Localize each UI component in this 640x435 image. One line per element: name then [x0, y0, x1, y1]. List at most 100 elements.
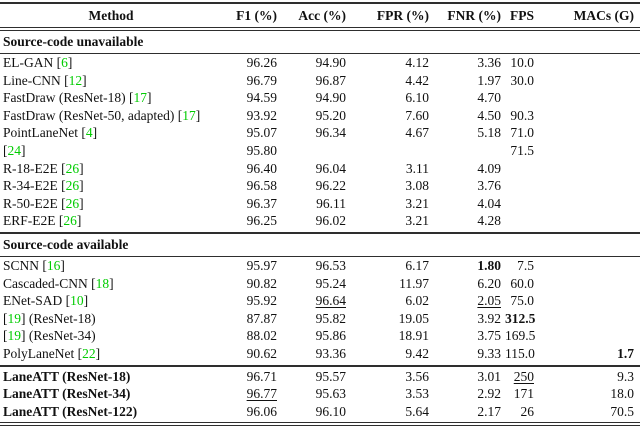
fpr-value-cell: 4.42	[405, 72, 429, 88]
method-cell: R-34-E2E [26]	[3, 178, 84, 194]
fps-value-cell: 26	[520, 403, 535, 419]
fpr-value-cell: 11.97	[399, 275, 429, 291]
fps-value-cell: 250	[513, 368, 534, 384]
fps-value-cell: 10.0	[510, 55, 534, 70]
citation-link[interactable]: 4	[85, 125, 93, 141]
citation-link[interactable]: 17	[182, 107, 196, 123]
citation-link[interactable]: 19	[7, 310, 22, 326]
acc-value-cell: 95.63	[315, 386, 346, 402]
method-cell: ERF-E2E [26]	[3, 213, 82, 229]
method-cell: FastDraw (ResNet-50, adapted) [17]	[3, 107, 201, 123]
citation-link[interactable]: 26	[63, 213, 77, 229]
acc-value-cell: 96.34	[315, 125, 346, 141]
table-row: EL-GAN [6] 96.26 94.90 4.12 3.36 10.0	[0, 54, 640, 72]
fnr-value-cell: 9.33	[477, 345, 501, 361]
f1-value-cell: 96.25	[246, 213, 277, 229]
table-row: LaneATT (ResNet-34) 96.77 95.63 3.53 2.92 171…	[0, 385, 640, 403]
acc-value-cell: 95.82	[315, 310, 346, 326]
table-row: [19] (ResNet-18) 87.87 95.82 19.05 3.92 312.5	[0, 310, 640, 328]
citation-link[interactable]: 26	[65, 160, 80, 176]
fps-value-cell: 30.0	[510, 72, 534, 88]
fpr-value-cell: 3.21	[405, 195, 429, 211]
citation-link[interactable]: 24	[7, 142, 22, 158]
citation-link[interactable]: 10	[70, 293, 84, 309]
fnr-value-cell: 4.70	[477, 90, 501, 106]
method-cell: [19] (ResNet-18)	[3, 310, 96, 326]
citation-link[interactable]: 6	[61, 55, 68, 70]
fpr-value-cell: 6.17	[405, 257, 429, 273]
fps-value-cell: 75.0	[510, 293, 534, 309]
f1-value-cell: 95.97	[246, 257, 277, 273]
macs-value-cell: 9.3	[617, 368, 634, 384]
table-row: Cascaded-CNN [18] 90.82 95.24 11.97 6.20 60.0	[0, 275, 640, 293]
fpr-value-cell: 3.56	[405, 368, 429, 384]
fnr-value-cell: 1.80	[477, 257, 501, 273]
citation-link[interactable]: 12	[68, 72, 83, 88]
fps-value-cell: 171	[513, 386, 534, 402]
fpr-value-cell: 3.21	[405, 213, 429, 229]
section-header: Source-code unavailable	[0, 31, 640, 54]
f1-value-cell: 88.02	[246, 328, 277, 344]
table-row: ERF-E2E [26] 96.25 96.02 3.21 4.28	[0, 212, 640, 230]
f1-value-cell: 95.07	[246, 125, 277, 141]
method-cell: LaneATT (ResNet-18)	[3, 368, 131, 384]
acc-value-cell: 95.24	[315, 275, 346, 291]
fnr-value-cell: 3.36	[477, 55, 501, 70]
acc-value-cell: 96.22	[315, 178, 346, 194]
citation-link[interactable]: 18	[95, 275, 110, 291]
acc-value-cell: 96.64	[315, 293, 346, 309]
fpr-value-cell: 3.11	[405, 160, 429, 176]
table-row: FastDraw (ResNet-18) [17] 94.59 94.90 6.10 4…	[0, 89, 640, 107]
table-row: ENet-SAD [10] 95.92 96.64 6.02 2.05 75.0	[0, 292, 640, 310]
acc-value-cell: 95.20	[315, 107, 346, 123]
acc-value-cell: 94.90	[315, 90, 346, 106]
f1-value-cell: 96.26	[246, 55, 277, 70]
method-cell: [19] (ResNet-34)	[3, 328, 96, 344]
column-header-fnr: FNR (%)	[447, 8, 501, 23]
acc-value-cell: 96.87	[315, 72, 346, 88]
acc-value-cell: 94.90	[315, 55, 346, 70]
table-section: Source-code available SCNN [16] 95.97 96.53…	[0, 231, 640, 365]
table-row: [24] 95.80 71.5	[0, 142, 640, 160]
fnr-value-cell: 5.18	[477, 125, 501, 141]
citation-link[interactable]: 26	[65, 195, 80, 211]
citation-link[interactable]: 17	[133, 90, 147, 106]
f1-value-cell: 90.62	[246, 345, 277, 361]
fps-value-cell: 60.0	[510, 275, 534, 291]
fnr-value-cell: 3.92	[477, 310, 501, 326]
fps-value-cell: 115.0	[505, 345, 535, 361]
table-row: SCNN [16] 95.97 96.53 6.17 1.80 7.5	[0, 257, 640, 275]
fpr-value-cell: 3.08	[405, 178, 429, 194]
acc-value-cell: 96.10	[315, 403, 346, 419]
citation-link[interactable]: 16	[46, 257, 61, 273]
fpr-value-cell: 19.05	[398, 310, 429, 326]
f1-value-cell: 95.92	[246, 293, 277, 309]
table-header-row: Method F1 (%) Acc (%) FPR (%) FNR (%) FP…	[0, 4, 640, 31]
method-cell: ENet-SAD [10]	[3, 293, 89, 309]
f1-value-cell: 94.59	[246, 90, 277, 106]
acc-value-cell: 95.57	[315, 368, 346, 384]
citation-link[interactable]: 22	[82, 345, 96, 361]
f1-value-cell: 90.82	[246, 275, 277, 291]
fps-value-cell: 71.5	[510, 142, 534, 158]
method-cell: R-18-E2E [26]	[3, 160, 84, 176]
method-cell: FastDraw (ResNet-18) [17]	[3, 90, 152, 106]
fpr-value-cell: 5.64	[405, 403, 429, 419]
f1-value-cell: 96.77	[246, 386, 277, 402]
table-row: [19] (ResNet-34) 88.02 95.86 18.91 3.75 169.5	[0, 327, 640, 345]
acc-value-cell: 93.36	[315, 345, 346, 361]
fpr-value-cell: 6.02	[405, 293, 429, 309]
acc-value-cell: 95.86	[315, 328, 346, 344]
macs-value-cell: 1.7	[617, 345, 634, 361]
f1-value-cell: 96.58	[246, 178, 277, 194]
fnr-value-cell: 2.92	[477, 386, 501, 402]
method-cell: SCNN [16]	[3, 257, 65, 273]
table-row: PointLaneNet [4] 95.07 96.34 4.67 5.18 71.0	[0, 124, 640, 142]
citation-link[interactable]: 19	[7, 328, 22, 344]
citation-link[interactable]: 26	[65, 178, 80, 194]
fpr-value-cell: 3.53	[405, 386, 429, 402]
macs-value-cell: 70.5	[610, 403, 634, 419]
f1-value-cell: 96.06	[246, 403, 277, 419]
table-row: R-50-E2E [26] 96.37 96.11 3.21 4.04	[0, 195, 640, 213]
acc-value-cell: 96.11	[316, 195, 346, 211]
